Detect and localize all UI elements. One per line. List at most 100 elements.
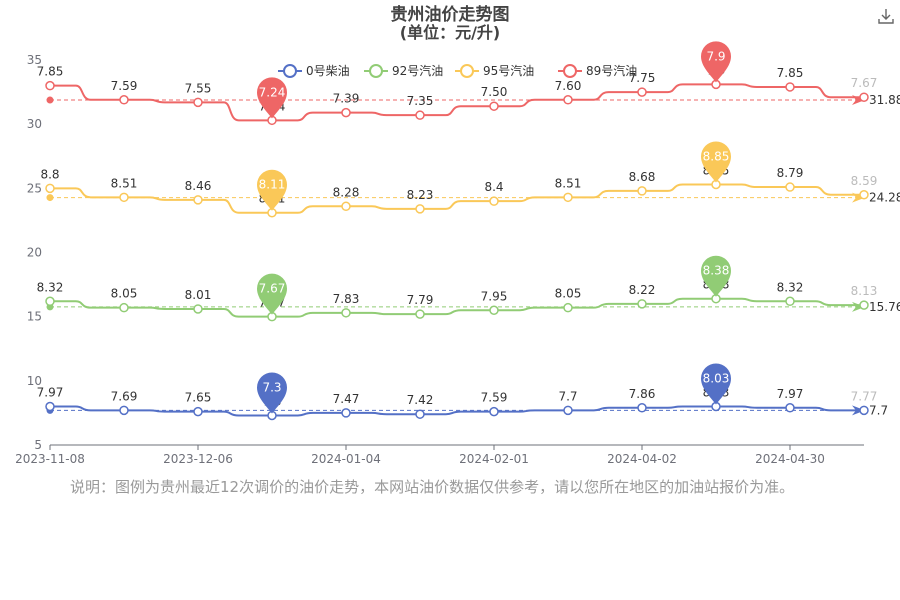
y-tick-label: 5 <box>34 438 42 452</box>
data-point <box>859 300 869 310</box>
data-label: 8.23 <box>407 188 434 202</box>
data-label: 8.32 <box>37 280 64 294</box>
data-label: 7.85 <box>777 66 804 80</box>
y-tick-label: 20 <box>27 246 42 260</box>
pin-shape <box>257 273 287 315</box>
data-label: 7.95 <box>481 289 508 303</box>
average-label: 31.88 <box>869 93 900 107</box>
data-label: 7.85 <box>37 65 64 79</box>
data-point <box>45 80 55 91</box>
x-tick-label: 2024-02-01 <box>459 452 529 466</box>
data-point <box>489 305 499 315</box>
data-label: 8.59 <box>851 174 878 188</box>
legend-label: 92号汽油 <box>392 63 443 78</box>
data-label: 7.83 <box>333 292 360 306</box>
legend-marker <box>283 64 297 78</box>
legend[interactable]: 0号柴油 92号汽油 95号汽油 89号汽油 <box>278 63 637 78</box>
data-label: 7.65 <box>185 391 212 405</box>
min-pin: 7.67 <box>257 273 287 315</box>
min-pin: 7.24 <box>257 77 287 119</box>
data-point <box>859 190 869 200</box>
max-pin: 8.85 <box>701 141 731 183</box>
data-point <box>785 182 795 192</box>
legend-item[interactable]: 95号汽油 <box>455 63 534 78</box>
data-label: 8.22 <box>629 283 656 297</box>
legend-marker <box>460 64 474 78</box>
y-tick-label: 15 <box>27 310 42 324</box>
average-start-dot <box>46 96 54 104</box>
series-line <box>50 83 864 122</box>
data-label: 7.47 <box>333 392 360 406</box>
data-point <box>563 192 573 203</box>
data-point <box>193 304 203 314</box>
download-icon[interactable] <box>876 6 896 26</box>
pin-label: 8.11 <box>259 178 286 192</box>
y-tick-label: 25 <box>27 181 42 195</box>
data-point <box>785 403 795 413</box>
legend-marker <box>563 64 577 78</box>
data-label: 8.68 <box>629 170 656 184</box>
data-point <box>785 296 795 307</box>
data-point <box>119 405 129 416</box>
data-label: 7.77 <box>851 389 878 403</box>
data-point <box>341 408 351 418</box>
pin-shape <box>257 77 287 119</box>
pin-shape <box>701 41 731 83</box>
min-pin: 7.3 <box>257 372 287 414</box>
legend-item[interactable]: 92号汽油 <box>364 63 443 78</box>
data-label: 8.05 <box>111 287 138 301</box>
legend-item[interactable]: 0号柴油 <box>278 64 350 78</box>
series-0: 7.7 7.97 7.69 7.65 7.3 7.47 7.42 7.59 7.7 7.86 8.0… <box>37 363 888 421</box>
average-start-dot <box>46 194 54 202</box>
data-point <box>637 299 647 309</box>
pin-shape <box>257 372 287 414</box>
data-label: 7.35 <box>407 94 434 108</box>
data-label: 7.50 <box>481 85 508 99</box>
pin-label: 7.9 <box>706 49 725 63</box>
data-point <box>415 309 425 319</box>
data-point <box>859 405 869 416</box>
axes: 5 10 15 20 25 30 35 2023-11-08 2023-12-06 2024-01… <box>15 53 864 466</box>
y-tick-label: 30 <box>27 117 42 131</box>
data-label: 7.97 <box>777 387 804 401</box>
series-layer: 7.7 7.97 7.69 7.65 7.3 7.47 7.42 7.59 7.7 7.86 8.0… <box>37 41 900 421</box>
data-label: 7.59 <box>481 391 508 405</box>
x-tick-label: 2023-12-06 <box>163 452 233 466</box>
legend-marker <box>369 64 383 78</box>
data-label: 8.51 <box>111 176 138 190</box>
data-point <box>119 95 129 105</box>
data-label: 8.32 <box>777 280 804 294</box>
data-label: 7.60 <box>555 79 582 93</box>
data-point <box>193 97 203 108</box>
data-point <box>119 302 129 313</box>
data-point <box>785 82 795 92</box>
chart-note: 说明：图例为贵州最近12次调价的油价走势，本网站油价数据仅供参考，请以您所在地区… <box>70 478 795 496</box>
series-2: 24.28 8.8 8.51 8.46 8.11 8.28 8.23 8.4 8.51 8.68 8… <box>40 141 900 218</box>
data-label: 7.39 <box>333 92 360 106</box>
series-3: 31.88 7.85 7.59 7.55 7.24 7.39 7.35 7.50 7.60 7.7… <box>37 41 900 126</box>
data-label: 7.69 <box>111 389 138 403</box>
data-label: 8.28 <box>333 185 360 199</box>
series-line <box>50 297 864 318</box>
data-point <box>341 107 351 118</box>
data-point <box>859 92 869 102</box>
data-point <box>637 403 647 413</box>
data-point <box>341 201 351 212</box>
legend-item[interactable]: 89号汽油 <box>558 63 637 78</box>
data-point <box>415 110 425 120</box>
max-pin: 7.9 <box>701 41 731 83</box>
pin-label: 7.24 <box>259 85 286 99</box>
data-label: 7.7 <box>558 389 577 403</box>
x-tick-label: 2024-04-02 <box>607 452 677 466</box>
data-point <box>45 183 55 194</box>
data-point <box>415 204 425 214</box>
data-point <box>119 192 129 203</box>
data-point <box>45 296 55 307</box>
chart-subtitle: (单位：元/升) <box>400 23 500 42</box>
data-point <box>489 406 499 417</box>
x-tick-label: 2024-01-04 <box>311 452 381 466</box>
pin-shape <box>701 141 731 183</box>
pin-shape <box>257 169 287 211</box>
data-label: 8.05 <box>555 287 582 301</box>
